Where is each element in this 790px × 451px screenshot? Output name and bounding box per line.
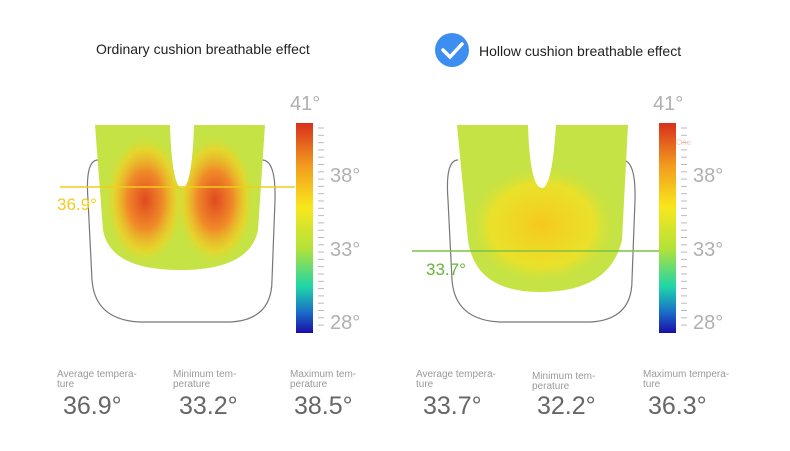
scale-label: 38° (330, 165, 361, 187)
scale-note: One (676, 138, 692, 147)
panel-title-right: Hollow cushion breathable effect (479, 43, 682, 59)
stat-label: Minimum tem-perature (532, 371, 596, 392)
color-scale-bar-right (659, 123, 676, 333)
heatmap-right (457, 125, 628, 292)
color-scale-bar-left (296, 123, 313, 333)
stat-label: Maximum tem-perature (290, 369, 357, 390)
check-icon (435, 33, 469, 67)
scale-label: 33° (330, 239, 361, 261)
marker-label-left: 36.9° (57, 195, 97, 214)
stat-value: 38.5° (294, 392, 353, 420)
stat-label: Maximum tempera-ture (643, 369, 730, 390)
stat-value: 32.2° (537, 392, 596, 420)
cushion-outline-right (446, 159, 636, 323)
scale-label: 28° (693, 312, 724, 334)
scale-label: 41° (290, 93, 321, 115)
scale-label: 28° (330, 312, 361, 334)
stat-value: 33.2° (179, 392, 238, 420)
panel-title-left: Ordinary cushion breathable effect (96, 41, 310, 57)
scale-label: 38° (693, 165, 724, 187)
stat-value: 33.7° (423, 392, 482, 420)
scale-label: 41° (653, 93, 684, 115)
stat-label: Minimum tem-perature (173, 369, 237, 390)
stat-label: Average tempera-ture (57, 369, 137, 390)
scale-label: 33° (693, 239, 724, 261)
stat-value: 36.3° (648, 392, 707, 420)
marker-label-right: 33.7° (426, 260, 466, 279)
stat-value: 36.9° (63, 392, 122, 420)
stat-label: Average tempera-ture (416, 369, 496, 390)
heatmap-left (95, 125, 265, 270)
